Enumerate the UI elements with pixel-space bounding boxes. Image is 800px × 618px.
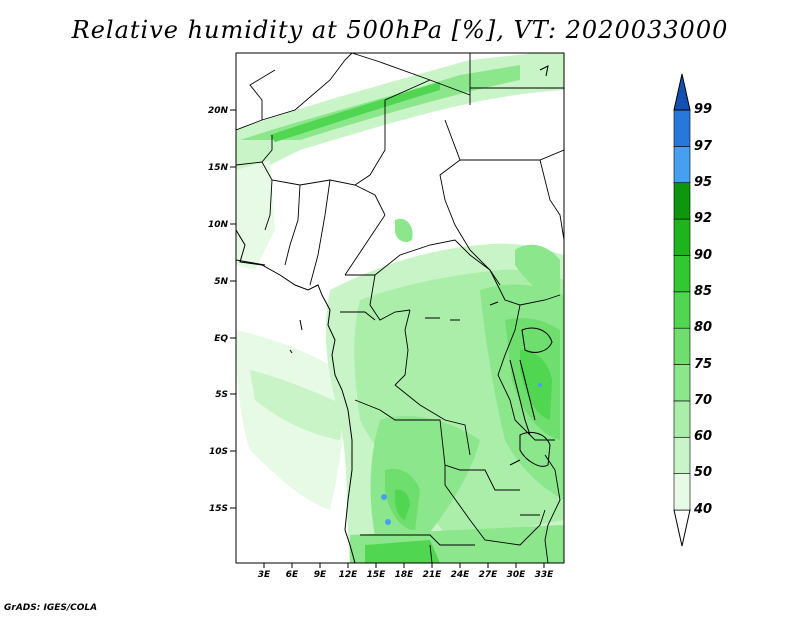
colorbar-label: 85 (694, 284, 712, 299)
colorbar-segment (673, 182, 691, 220)
country-boundaries (236, 53, 564, 563)
lon-label: 33E (535, 570, 555, 580)
lat-label: 5N (214, 277, 228, 287)
colorbar-label: 90 (694, 248, 712, 263)
grads-credit: GrADS: IGES/COLA (4, 603, 98, 613)
lat-label: 10S (209, 447, 228, 457)
map-title: Relative humidity at 500hPa [%], VT: 202… (71, 16, 729, 44)
lat-label: 20N (208, 106, 229, 116)
coastline (236, 65, 553, 563)
lon-label: 21E (423, 570, 443, 580)
colorbar-segment (673, 364, 691, 402)
west-coast-band (236, 160, 275, 270)
longitude-axis: 3E 6E 9E 12E 15E 18E 21E 24E 27E 30E 33E (258, 563, 554, 580)
lon-label: 9E (314, 570, 327, 580)
colorbar-segment (673, 327, 691, 365)
colorbar-label: 70 (694, 393, 712, 408)
colorbar-label: 75 (694, 357, 712, 372)
colorbar-segment (673, 436, 691, 474)
lat-label: EQ (214, 334, 228, 344)
colorbar-segment (673, 291, 691, 329)
colorbar-segment (673, 73, 691, 111)
colorbar-label: 50 (694, 465, 712, 480)
lon-label: 15E (367, 570, 387, 580)
colorbar-label: 99 (694, 102, 712, 117)
lat-label: 15N (208, 163, 229, 173)
lat-label: 5S (215, 390, 228, 400)
colorbar: 40 50 60 70 75 80 85 90 92 95 97 99 (673, 73, 713, 547)
map-frame (235, 52, 565, 564)
lon-label: 12E (339, 570, 359, 580)
lon-label: 6E (286, 570, 299, 580)
colorbar-label: 60 (694, 429, 712, 444)
lat-label: 10N (208, 220, 229, 230)
colorbar-segment (673, 509, 691, 547)
colorbar-label: 40 (693, 502, 712, 517)
lon-label: 18E (395, 570, 415, 580)
humidity-field (236, 53, 564, 563)
lon-label: 3E (258, 570, 271, 580)
lon-label: 27E (479, 570, 499, 580)
colorbar-labels: 40 50 60 70 75 80 85 90 92 95 97 99 (693, 102, 713, 517)
colorbar-segment (673, 109, 691, 147)
colorbar-segment (673, 146, 691, 184)
lon-label: 24E (451, 570, 471, 580)
colorbar-segment (673, 218, 691, 256)
lon-label: 30E (507, 570, 527, 580)
colorbar-label: 92 (694, 211, 712, 226)
colorbar-segment (673, 473, 691, 511)
colorbar-segments (673, 73, 691, 547)
colorbar-label: 95 (694, 175, 712, 190)
lat-label: 15S (209, 504, 228, 514)
latitude-axis: 20N 15N 10N 5N EQ 5S 10S 15S (208, 106, 236, 514)
colorbar-segment (673, 255, 691, 293)
colorbar-segment (673, 400, 691, 438)
colorbar-label: 97 (694, 139, 713, 154)
colorbar-label: 80 (694, 320, 712, 335)
